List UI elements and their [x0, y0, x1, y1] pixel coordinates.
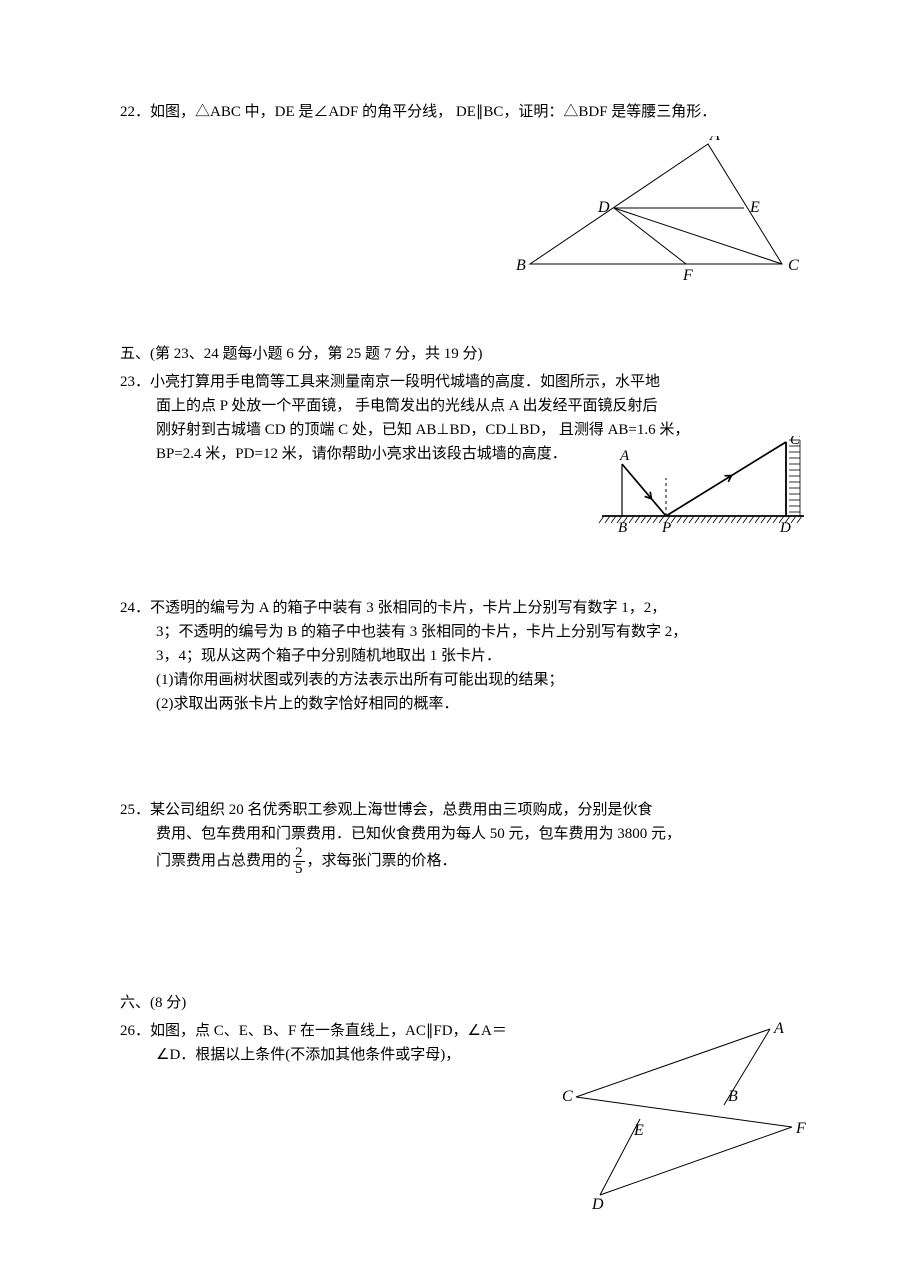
problem-23-number: 23． [120, 374, 150, 390]
figure-23-mirror: A B P D C [594, 436, 810, 536]
problem-24: 24．不透明的编号为 A 的箱子中装有 3 张相同的卡片，卡片上分别写有数字 1… [120, 596, 810, 716]
svg-text:E: E [633, 1122, 644, 1139]
problem-25-line-frac-after: ，求每张门票的价格． [307, 853, 457, 869]
svg-text:B: B [618, 520, 627, 536]
problem-24-line-2: 3，4；现从这两个箱子中分别随机地取出 1 张卡片． [156, 648, 501, 664]
problem-22-text: 如图，△ABC 中，DE 是∠ADF 的角平分线， DE∥BC，证明：△BDF … [150, 104, 716, 120]
figure-22-triangle: A B C D E F [510, 136, 810, 286]
problem-25-line-0: 某公司组织 20 名优秀职工参观上海世博会，总费用由三项购成，分别是伙食 [150, 802, 653, 818]
section-6-header: 六、(8 分) [120, 991, 810, 1015]
problem-23: 23．小亮打算用手电筒等工具来测量南京一段明代城墙的高度．如图所示，水平地 面上… [120, 370, 810, 536]
section-5-header: 五、(第 23、24 题每小题 6 分，第 25 题 7 分，共 19 分) [120, 342, 810, 366]
svg-text:P: P [661, 520, 671, 536]
svg-text:D: D [779, 520, 791, 536]
problem-22: 22．如图，△ABC 中，DE 是∠ADF 的角平分线， DE∥BC，证明：△B… [120, 100, 810, 124]
problem-25: 25．某公司组织 20 名优秀职工参观上海世博会，总费用由三项购成，分别是伙食 … [120, 798, 810, 877]
svg-text:A: A [773, 1020, 784, 1037]
problem-26: 26．如图，点 C、E、B、F 在一条直线上，AC∥FD，∠A＝ ∠D．根据以上… [120, 1019, 810, 1209]
problem-23-line-2: 刚好射到古城墙 CD 的顶端 C 处，已知 AB⊥BD，CD⊥BD， 且测得 A… [156, 422, 689, 438]
problem-24-line-3: (1)请你用画树状图或列表的方法表示出所有可能出现的结果； [156, 672, 564, 688]
svg-text:A: A [619, 448, 630, 464]
section-5-label: 五、(第 23、24 题每小题 6 分，第 25 题 7 分，共 19 分) [120, 346, 483, 362]
svg-text:D: D [597, 199, 610, 216]
svg-text:E: E [749, 199, 760, 216]
problem-26-line-0: 如图，点 C、E、B、F 在一条直线上，AC∥FD，∠A＝ [150, 1023, 507, 1039]
section-6-label: 六、(8 分) [120, 995, 186, 1011]
problem-24-number: 24． [120, 600, 150, 616]
figure-26-parallel: A B C E F D [560, 1019, 810, 1209]
fraction-numerator: 2 [293, 846, 305, 862]
problem-23-line-0: 小亮打算用手电筒等工具来测量南京一段明代城墙的高度．如图所示，水平地 [150, 374, 660, 390]
svg-text:C: C [790, 436, 801, 448]
fraction-denominator: 5 [293, 862, 305, 877]
problem-25-line-1: 费用、包车费用和门票费用．已知伙食费用为每人 50 元，包车费用为 3800 元… [156, 826, 681, 842]
problem-26-number: 26． [120, 1023, 150, 1039]
svg-text:B: B [728, 1088, 738, 1105]
svg-text:B: B [516, 257, 526, 274]
problem-25-line-frac-before: 门票费用占总费用的 [156, 853, 291, 869]
problem-26-line-1: ∠D．根据以上条件(不添加其他条件或字母)， [156, 1047, 460, 1063]
problem-23-line-1: 面上的点 P 处放一个平面镜， 手电筒发出的光线从点 A 出发经平面镜反射后 [156, 398, 658, 414]
svg-text:C: C [788, 257, 799, 274]
svg-text:A: A [709, 136, 720, 144]
problem-24-line-4: (2)求取出两张卡片上的数字恰好相同的概率． [156, 696, 459, 712]
problem-25-number: 25． [120, 802, 150, 818]
problem-24-line-1: 3；不透明的编号为 B 的箱子中也装有 3 张相同的卡片，卡片上分别写有数字 2… [156, 624, 687, 640]
problem-22-number: 22． [120, 104, 150, 120]
problem-23-line-3: BP=2.4 米，PD=12 米，请你帮助小亮求出该段古城墙的高度． [156, 446, 567, 462]
svg-text:F: F [795, 1120, 806, 1137]
fraction-2-5: 25 [291, 846, 307, 877]
svg-text:C: C [562, 1088, 573, 1105]
problem-24-line-0: 不透明的编号为 A 的箱子中装有 3 张相同的卡片，卡片上分别写有数字 1，2， [150, 600, 666, 616]
svg-text:D: D [591, 1196, 604, 1209]
svg-text:F: F [682, 267, 693, 284]
